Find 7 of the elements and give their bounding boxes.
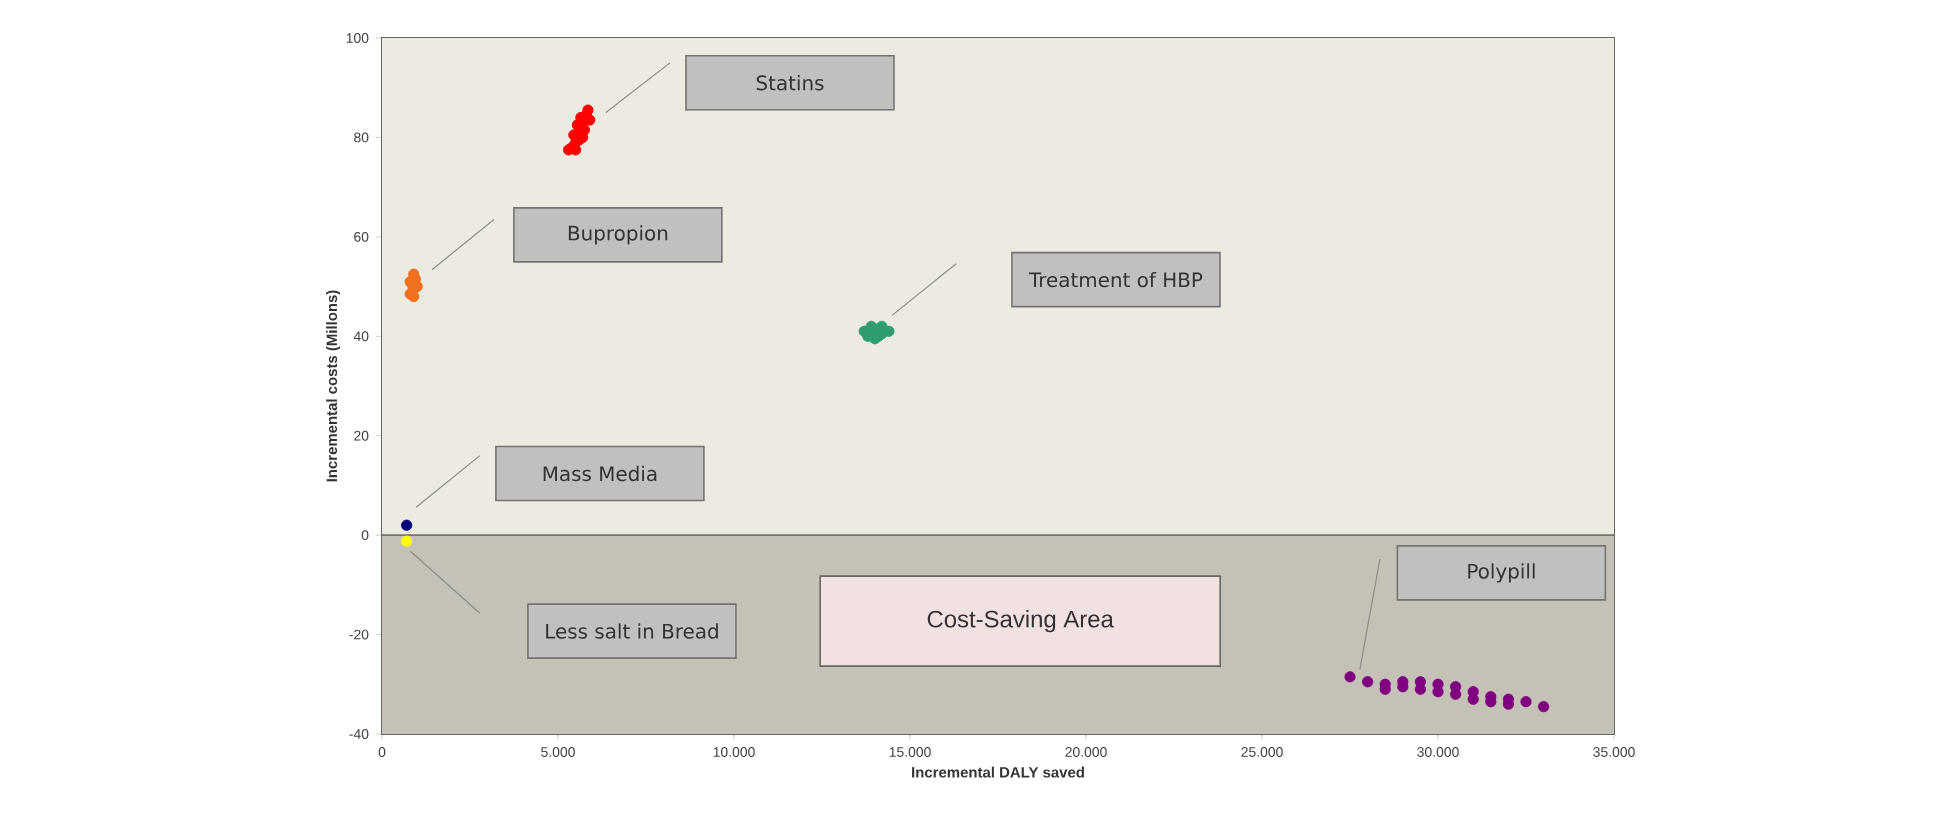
annotation: Bupropion	[568, 225, 668, 245]
annotation: Mass Media	[543, 465, 657, 482]
annotation: Polypill	[1468, 563, 1535, 583]
annotation: Treatment of HBP	[1028, 271, 1203, 288]
annotation: Statins	[756, 75, 824, 91]
band-label: Cost-Saving Area	[927, 610, 1114, 633]
annotation: Less salt in Bread	[546, 623, 718, 639]
